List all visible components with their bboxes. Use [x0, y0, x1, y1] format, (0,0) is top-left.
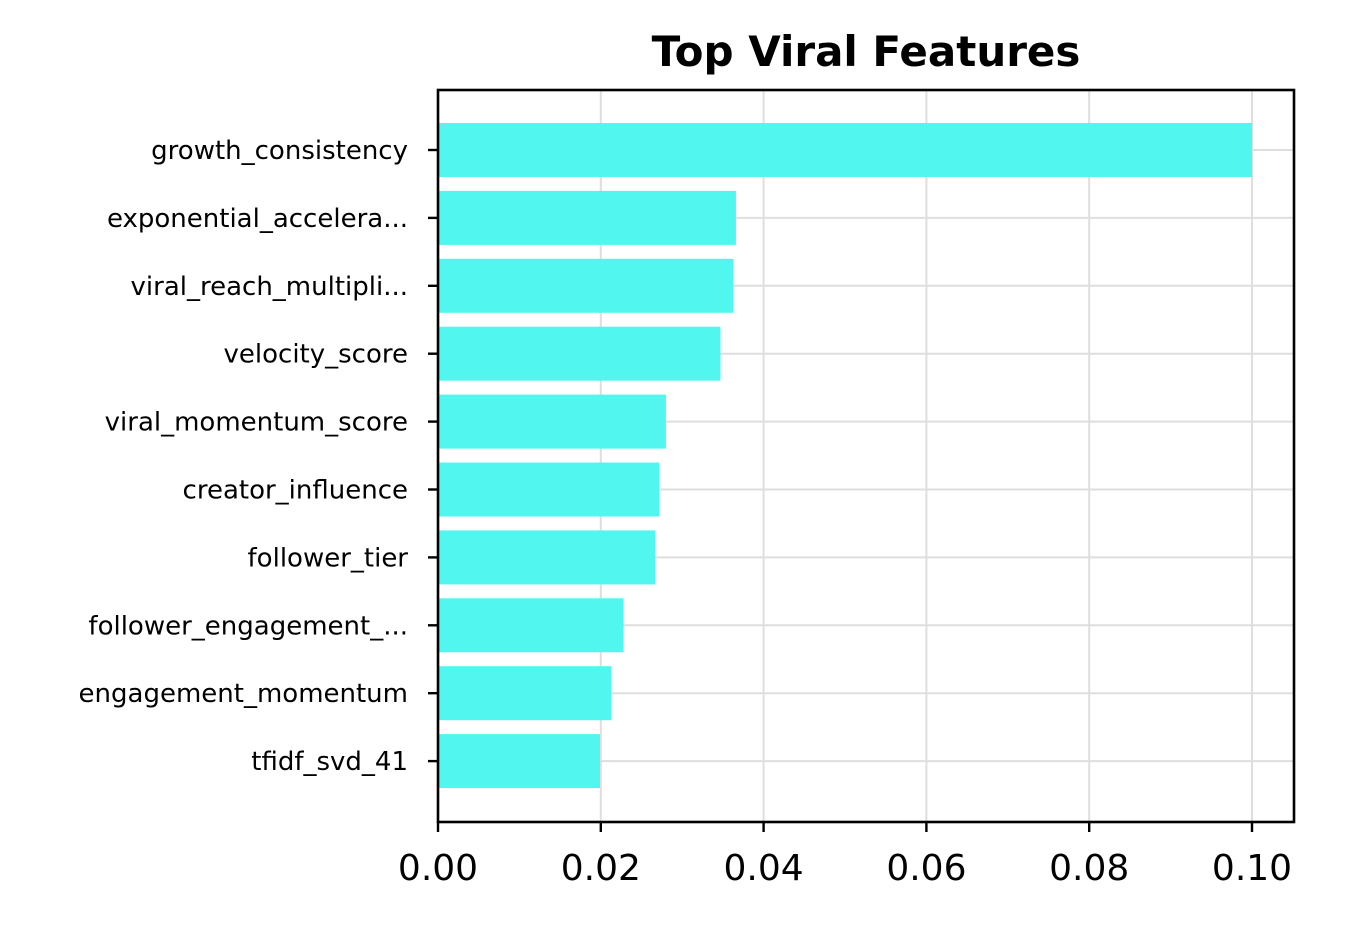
x-tick-label: 0.02 — [561, 848, 641, 889]
y-tick-label: engagement_momentum — [79, 679, 408, 709]
y-tick-label: follower_tier — [248, 543, 409, 573]
x-tick-label: 0.04 — [724, 848, 804, 889]
bar-growth-consistency — [438, 123, 1252, 177]
chart-title: Top Viral Features — [652, 27, 1081, 76]
x-tick-label: 0.08 — [1049, 848, 1129, 889]
x-tick-label: 0.00 — [398, 848, 478, 889]
y-tick-label: creator_influence — [183, 476, 408, 506]
y-tick-label: viral_reach_multipli... — [131, 272, 408, 302]
bar-exponential-accelera — [438, 190, 736, 245]
plot-frame — [436, 88, 1296, 824]
y-tick-label: exponential_accelera... — [107, 204, 408, 234]
x-axis: 0.00 0.02 0.04 0.06 0.08 0.10 — [398, 822, 1292, 889]
y-tick-label: follower_engagement_... — [88, 611, 408, 641]
y-tick-label: velocity_score — [224, 340, 408, 370]
x-tick-label: 0.06 — [886, 848, 966, 889]
bar-follower-tier — [438, 530, 656, 585]
x-tick-label: 0.10 — [1212, 848, 1292, 889]
y-tick-label: tfidf_svd_41 — [251, 747, 408, 777]
bar-engagement-momentum — [438, 666, 612, 721]
bar-follower-engagement — [438, 598, 624, 653]
y-axis: growth_consistency exponential_accelera..… — [79, 136, 438, 777]
bar-viral-momentum-score — [438, 394, 666, 449]
bar-tfidf-svd-41 — [438, 734, 600, 789]
bar-velocity-score — [438, 326, 721, 381]
bar-creator-influence — [438, 462, 660, 517]
y-tick-label: viral_momentum_score — [105, 408, 408, 438]
bar-viral-reach-multipli — [438, 258, 734, 313]
y-tick-label: growth_consistency — [151, 136, 408, 166]
bars-layer — [438, 123, 1252, 789]
